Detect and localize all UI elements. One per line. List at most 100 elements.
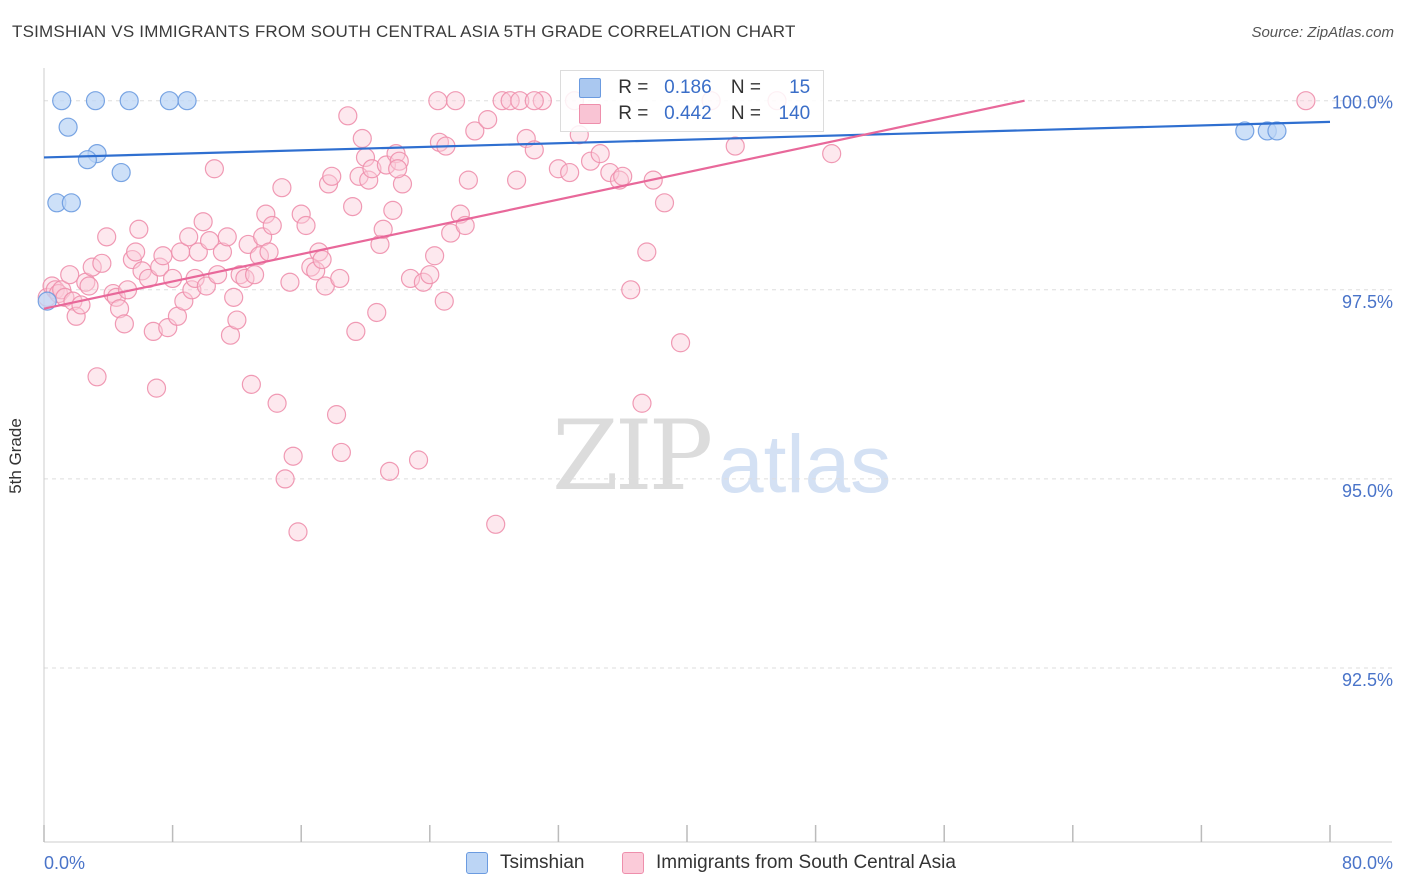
immigrants-point [150,257,170,277]
immigrants-point [79,276,99,296]
immigrants-point [580,151,601,171]
immigrants-point [92,253,112,273]
immigrants-point [524,91,544,111]
legend-item-tsimshian: Tsimshian [466,852,584,874]
immigrants-point [224,287,244,307]
n-label: N = [730,77,761,98]
immigrants-point [126,242,146,262]
immigrants-point [600,162,620,183]
immigrants-point [380,461,400,481]
immigrants-point [500,91,520,111]
immigrants-point [400,268,421,289]
immigrants-point [532,91,552,111]
immigrants-point [590,144,610,164]
immigrants-point [312,249,332,270]
immigrants-point [389,151,409,171]
immigrants-point [174,291,194,311]
immigrants-point [352,128,372,149]
tsimshian-point [111,162,131,183]
x-tick-label: 80.0% [1342,853,1393,873]
immigrants-point [632,393,652,413]
r-value: 0.442 [664,103,712,124]
tsimshian-point [77,150,98,170]
immigrants-point [212,242,233,262]
immigrants-point [262,215,282,236]
immigrants-point [392,174,413,194]
immigrants-point [465,121,485,141]
immigrants-point [507,170,527,190]
tsimshian-trend-line [43,120,1331,159]
immigrants-point [288,522,308,542]
immigrants-point [370,234,390,255]
immigrants-trend-line [43,99,1025,310]
immigrants-point [359,170,379,190]
tsimshian-point [37,291,57,311]
tsimshian-point [177,91,197,111]
y-tick-label: 95.0% [1342,481,1393,501]
immigrants-point [548,159,569,179]
immigrants-point [408,450,429,470]
immigrants-point [1296,91,1316,111]
immigrants-point [322,166,342,186]
r-value: 0.186 [664,77,712,98]
tsimshian-point [85,91,106,111]
immigrants-point [272,178,292,198]
legend-label-immigrants: Immigrants from South Central Asia [656,852,956,874]
immigrants-point [146,378,167,398]
watermark-atlas: atlas [718,419,892,510]
watermark-zip: ZIP [552,400,713,512]
immigrants-point [188,242,208,262]
immigrants-point [163,268,183,289]
immigrants-point [66,306,86,326]
legend-row-immigrants: R = 0.442 N = 140 [579,103,810,125]
tsimshian-point [1267,121,1287,141]
immigrants-point [227,310,247,330]
immigrants-point [60,265,80,285]
r-label: R = [618,77,649,98]
tsimshian-point [58,117,78,137]
chart-title: TSIMSHIAN VS IMMIGRANTS FROM SOUTH CENTR… [12,22,796,41]
immigrants-point [367,302,387,323]
immigrants-point [613,166,633,186]
immigrants-point [478,110,498,130]
immigrants-point [425,246,445,266]
immigrants-point [306,261,326,281]
immigrants-point [326,405,347,425]
immigrants-point [179,227,199,247]
correlation-legend: R = 0.186 N = 15 R = 0.442 N = 140 [560,70,824,132]
immigrants-point [82,257,102,277]
tsimshian-point [119,91,139,111]
immigrants-point [413,272,433,292]
tsimshian-point [1235,121,1255,141]
immigrants-point [524,140,544,160]
immigrants-point [822,144,842,164]
immigrants-point [256,204,276,224]
immigrants-point [296,215,316,236]
n-value: 15 [789,77,811,98]
immigrants-point [343,196,363,217]
source-label: Source: ZipAtlas.com [1251,24,1394,41]
series-legend: Tsimshian Immigrants from South Central … [0,852,1406,876]
legend-swatch-immigrants [579,103,601,124]
immigrants-point [129,219,149,239]
immigrants-point [204,159,224,179]
immigrants-point [241,374,261,394]
legend-swatch-tsimshian [466,852,488,874]
legend-swatch-tsimshian [579,77,601,98]
immigrants-point [153,246,173,266]
immigrants-point [486,514,506,534]
immigrants-point [259,242,279,262]
immigrants-point [330,268,350,289]
immigrants-point [383,200,403,220]
y-tick-label: 92.5% [1342,670,1393,690]
y-tick-label: 97.5% [1342,292,1393,312]
immigrants-point [560,162,580,183]
immigrants-point [283,446,303,466]
legend-item-immigrants: Immigrants from South Central Asia [622,852,956,874]
immigrants-point [182,280,202,300]
immigrants-point [217,227,237,247]
immigrants-point [445,91,466,111]
tsimshian-point [159,91,179,111]
immigrants-point [235,268,255,289]
x-tick-label: 0.0% [44,853,85,873]
